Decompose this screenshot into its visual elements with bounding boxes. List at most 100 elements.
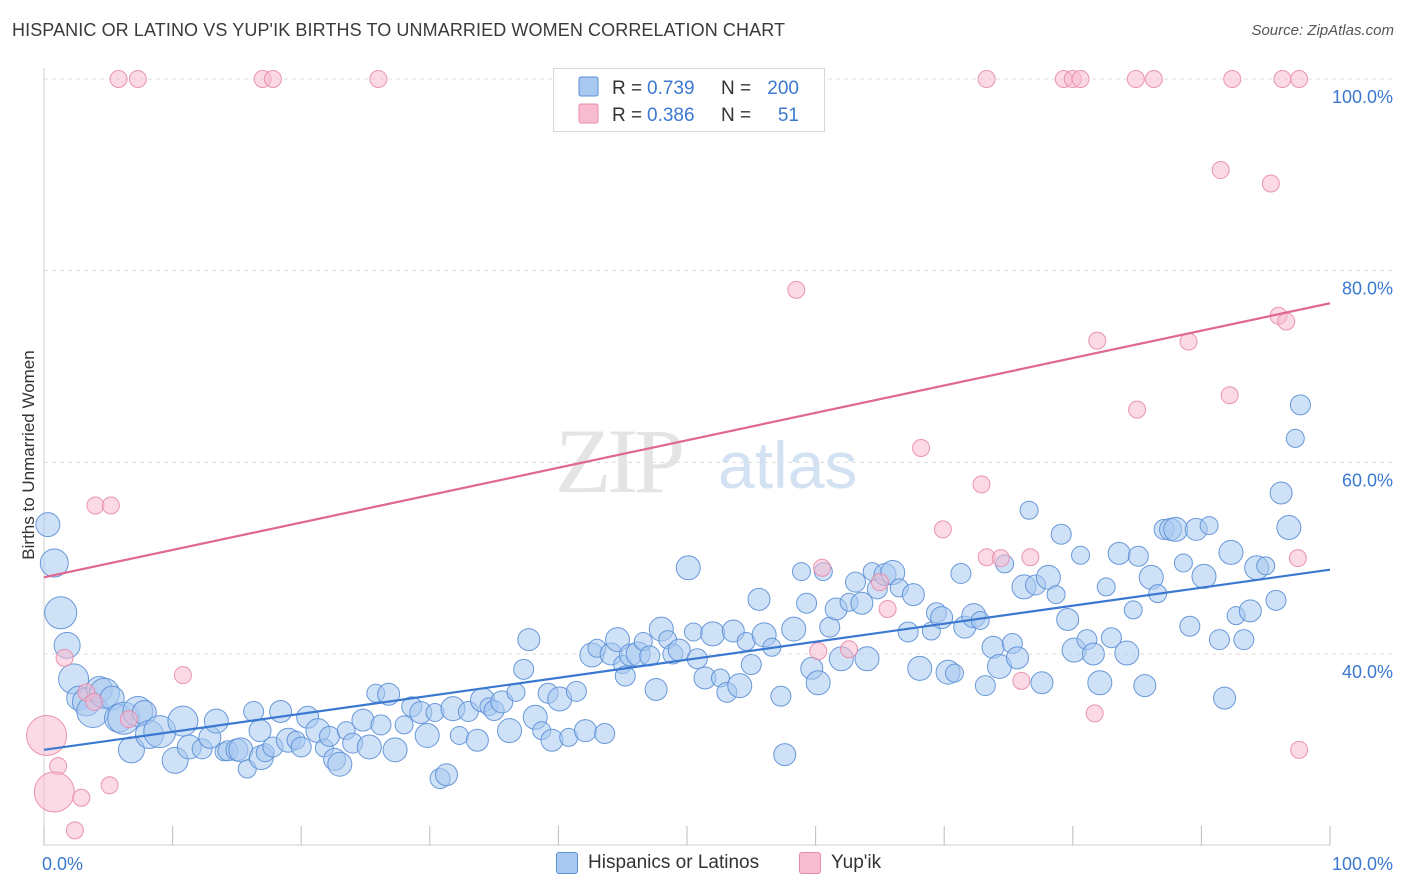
hispanic-point [791,562,811,582]
yupik-point [1288,549,1307,568]
yupik-point [977,70,996,88]
yupik-point [1290,70,1309,88]
hispanic-point [1213,686,1237,710]
legend-swatch-blue [578,76,599,97]
hispanic-point [1163,516,1189,542]
hispanic-point [327,751,353,777]
yupik-point [1088,331,1107,350]
hispanic-point [1123,600,1143,620]
hispanic-point [573,719,597,743]
yupik-point [85,692,104,711]
yupik-point [65,821,84,840]
x-tick-label: 100.0% [1332,854,1393,874]
hispanic-point [1191,563,1217,589]
hispanic-point [1285,428,1305,448]
yupik-point [1128,400,1147,419]
hispanic-point [605,627,631,653]
hispanic-point [290,736,312,758]
hispanic-point [1006,646,1030,670]
hispanic-point [465,728,489,752]
hispanic-point [1019,500,1039,520]
yupik-point [809,642,828,661]
legend-row-blue: R = 0.739 N = 200 [578,76,799,99]
legend-r-value-blue: 0.739 [647,78,695,99]
legend-n-label: N = [721,105,751,126]
yupik-point [101,496,120,515]
tick-labels: 40.0% 60.0% 80.0% 100.0% 0.0% 100.0% [42,87,1393,874]
hispanic-point [370,714,392,736]
yupik-point [1220,386,1239,405]
hispanic-point [727,673,753,699]
hispanic-point [269,700,293,723]
source-label: Source: ZipAtlas.com [1251,22,1394,39]
y-axis-label: Births to Unmarried Women [19,350,38,559]
hispanic-point [1114,640,1140,666]
yupik-point [878,599,897,618]
yupik-point [1211,161,1230,180]
hispanic-point [435,763,459,787]
yupik-point [1071,70,1090,88]
yupik-point [55,648,74,667]
hispanic-point [1233,629,1255,651]
hispanic-point [414,722,440,748]
legend-item-hispanic[interactable]: Hispanics or Latinos [556,852,759,874]
hispanic-point [513,658,535,680]
yupik-point [26,714,68,756]
x-tick-label: 0.0% [42,854,83,874]
hispanic-point [1050,523,1072,545]
hispanic-point [1179,615,1201,637]
yupik-point [1261,174,1280,193]
legend-item-yupik[interactable]: Yup'ik [799,852,881,874]
hispanic-point [796,592,818,614]
yupik-point [72,788,91,807]
hispanic-point [740,654,762,676]
yupik-point [1223,70,1242,88]
yupik-point [1126,70,1145,88]
hispanic-point [1030,671,1054,695]
hispanic-points [35,394,1311,790]
y-tick-label: 100.0% [1332,87,1393,107]
hispanic-point [773,743,797,767]
correlation-legend: R = 0.739 N = 200 R = 0.386 N = 51 [553,68,825,132]
watermark-atlas: atlas [718,428,857,502]
legend-n-label: N = [721,78,751,99]
yupik-point [1290,740,1309,759]
hispanic-point [854,646,880,672]
axes [43,68,1331,846]
hispanic-point [901,583,925,607]
hispanic-point [1100,627,1122,649]
hispanic-point [1238,599,1262,623]
hispanic-point [844,571,866,593]
yupik-point [128,70,147,88]
swatch-yupik [799,852,821,874]
hispanic-point [394,715,414,735]
hispanic-point [907,655,933,681]
hispanic-point [700,621,726,647]
hispanic-point [351,708,375,732]
hispanic-point [203,708,229,734]
legend-row-pink: R = 0.386 N = 51 [578,103,799,126]
hispanic-point [1071,545,1091,565]
yupik-point [840,640,859,659]
watermark: ZIP atlas [555,410,857,512]
hispanic-point [497,718,523,744]
hispanic-point [1107,541,1131,565]
legend-n-value-blue: 200 [767,78,799,99]
watermark-zip: ZIP [555,410,682,512]
yupik-point [86,496,105,515]
hispanic-point [39,548,69,578]
hispanic-point [1218,539,1244,565]
hispanic-point [1096,577,1116,597]
hispanic-trend-line [43,568,1331,751]
hispanic-point [897,621,919,643]
yupik-point [1021,548,1040,567]
hispanic-point [747,587,771,611]
yupik-point [1273,70,1292,88]
hispanic-point [781,616,807,642]
hispanic-point [490,690,514,714]
yupik-point [1144,70,1163,88]
hispanic-point [1127,545,1149,567]
yupik-point [119,710,138,729]
yupik-point [369,70,388,88]
